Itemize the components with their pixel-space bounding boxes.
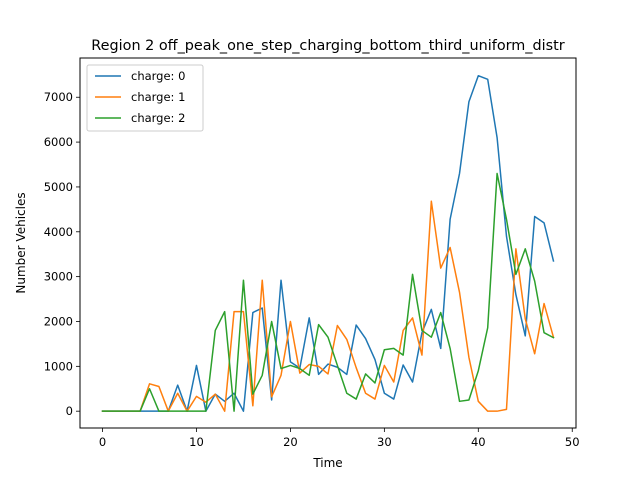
legend-label-charge-0: charge: 0 xyxy=(131,69,185,83)
legend: charge: 0 charge: 1 charge: 2 xyxy=(86,64,204,132)
x-tick-label: 20 xyxy=(283,435,298,449)
legend-label-charge-1: charge: 1 xyxy=(131,90,185,104)
legend-label-charge-2: charge: 2 xyxy=(131,111,185,125)
series-line-charge-0 xyxy=(101,74,555,412)
y-tick-label: 6000 xyxy=(44,135,73,149)
plot-area xyxy=(79,57,577,429)
x-tick-label: 40 xyxy=(471,435,486,449)
x-axis-label: Time xyxy=(312,456,342,470)
x-tick-label: 0 xyxy=(99,435,106,449)
y-tick-label: 4000 xyxy=(44,225,73,239)
y-tick-label: 0 xyxy=(66,404,73,418)
y-tick-label: 3000 xyxy=(44,270,73,284)
plot-frame xyxy=(79,57,577,429)
x-tick-label: 50 xyxy=(565,435,580,449)
chart-title: Region 2 off_peak_one_step_charging_bott… xyxy=(91,38,564,54)
y-tick-label: 2000 xyxy=(44,314,73,328)
legend-box xyxy=(86,64,204,132)
series-line-charge-1 xyxy=(101,200,555,412)
x-tick-label: 10 xyxy=(189,435,204,449)
series-line-charge-2 xyxy=(101,172,555,412)
y-tick-label: 5000 xyxy=(44,180,73,194)
x-tick-label: 30 xyxy=(377,435,392,449)
series-layer xyxy=(101,74,555,412)
y-tick-label: 7000 xyxy=(44,90,73,104)
y-axis: 0 1000 2000 3000 4000 5000 6000 7000 xyxy=(44,90,80,418)
x-axis: 0 10 20 30 40 50 xyxy=(99,428,580,449)
y-axis-label: Number Vehicles xyxy=(14,192,28,293)
y-tick-label: 1000 xyxy=(44,359,73,373)
